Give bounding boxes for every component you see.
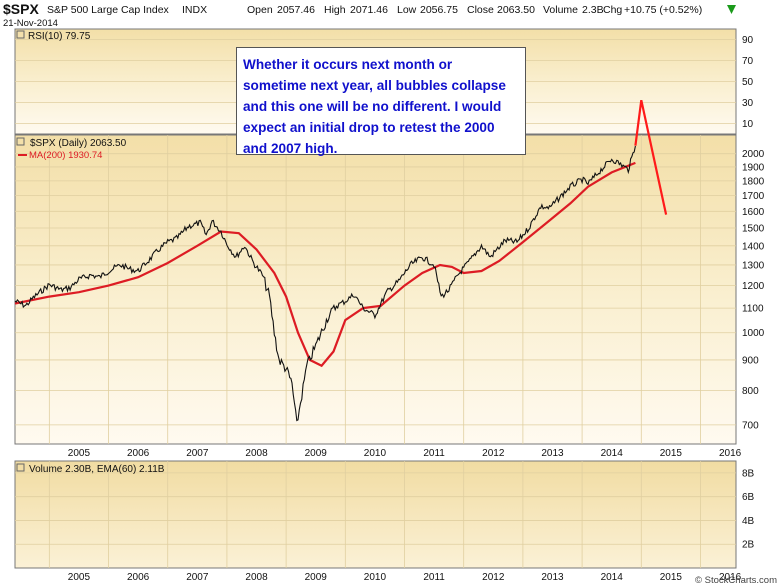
ma-legend: MA(200) 1930.74 xyxy=(29,150,102,161)
price-panel xyxy=(14,134,737,445)
low-label: Low xyxy=(397,4,417,16)
volume-tick-label: 4B xyxy=(742,516,755,527)
rsi-tick-label: 30 xyxy=(742,98,754,109)
rsi-tick-label: 10 xyxy=(742,119,754,130)
rsi-tick-label: 50 xyxy=(742,77,754,88)
chart-date: 21-Nov-2014 xyxy=(3,18,58,29)
price-tick-label: 900 xyxy=(742,355,759,366)
rsi-legend: RSI(10) 79.75 xyxy=(28,31,91,42)
price-tick-label: 700 xyxy=(742,420,759,431)
year-tick-label: 2013 xyxy=(541,572,564,583)
year-tick-label: 2005 xyxy=(68,572,91,583)
year-tick-label: 2009 xyxy=(305,448,328,459)
open-value: 2057.46 xyxy=(277,4,315,16)
price-tick-label: 1600 xyxy=(742,207,765,218)
price-tick-label: 2000 xyxy=(742,149,765,160)
annotation-box: Whether it occurs next month or sometime… xyxy=(236,47,526,156)
year-tick-label: 2008 xyxy=(245,448,268,459)
year-tick-label: 2008 xyxy=(245,572,268,583)
close-label: Close xyxy=(467,4,494,16)
watermark: © StockCharts.com xyxy=(695,575,777,586)
volume-value: 2.3B xyxy=(582,4,604,16)
price-tick-label: 1800 xyxy=(742,176,765,187)
price-grid xyxy=(15,135,736,444)
price-tick-label: 1100 xyxy=(742,304,764,315)
rsi-axis: 10 30 50 70 90 xyxy=(742,35,754,130)
rsi-swatch xyxy=(16,30,25,39)
price-x-axis: 2005 2006 2007 2008 2009 2010 2011 2012 2013 2014… xyxy=(68,448,742,459)
price-line xyxy=(14,145,636,422)
price-tick-label: 1400 xyxy=(742,241,765,252)
index-name: S&P 500 Large Cap Index xyxy=(47,4,170,16)
year-tick-label: 2015 xyxy=(660,572,683,583)
price-tick-label: 1500 xyxy=(742,223,765,234)
open-label: Open xyxy=(247,4,273,16)
high-value: 2071.46 xyxy=(350,4,388,16)
price-tick-label: 1700 xyxy=(742,191,765,202)
volume-panel xyxy=(14,460,737,569)
year-tick-label: 2014 xyxy=(601,448,624,459)
price-swatch xyxy=(16,137,25,146)
year-tick-label: 2011 xyxy=(423,448,445,459)
volume-tick-label: 6B xyxy=(742,492,755,503)
price-tick-label: 1900 xyxy=(742,162,765,173)
projection-line xyxy=(634,99,668,215)
year-tick-label: 2016 xyxy=(719,448,742,459)
rsi-tick-label: 70 xyxy=(742,56,754,67)
price-tick-label: 1200 xyxy=(742,281,765,292)
volume-swatch xyxy=(16,463,25,472)
year-tick-label: 2016 xyxy=(719,572,742,583)
volume-legend: Volume 2.30B, EMA(60) 2.11B xyxy=(29,464,165,475)
volume-axis: 2B 4B 6B 8B xyxy=(742,468,755,550)
volume-tick-label: 8B xyxy=(742,468,755,479)
close-value: 2063.50 xyxy=(497,4,535,16)
year-tick-label: 2012 xyxy=(482,572,505,583)
price-axis: 700 800 900 1000 1100 1200 1300 1400 1500 1600 170… xyxy=(742,149,765,431)
year-tick-label: 2007 xyxy=(186,572,209,583)
chg-value: +10.75 (+0.52%) xyxy=(624,4,702,16)
rsi-tick-label: 90 xyxy=(742,35,754,46)
volume-grid xyxy=(15,461,736,568)
price-tick-label: 800 xyxy=(742,386,759,397)
price-legend: $SPX (Daily) 2063.50 xyxy=(30,138,127,149)
volume-tick-label: 2B xyxy=(742,540,755,551)
chg-label: Chg xyxy=(603,4,622,16)
low-value: 2056.75 xyxy=(420,4,458,16)
high-label: High xyxy=(324,4,346,16)
year-tick-label: 2012 xyxy=(482,448,505,459)
year-tick-label: 2011 xyxy=(423,572,445,583)
year-tick-label: 2015 xyxy=(660,448,683,459)
exchange: INDX xyxy=(182,4,207,16)
year-tick-label: 2006 xyxy=(127,448,150,459)
year-tick-label: 2007 xyxy=(186,448,209,459)
year-tick-label: 2010 xyxy=(364,572,387,583)
year-tick-label: 2006 xyxy=(127,572,150,583)
year-tick-label: 2010 xyxy=(364,448,387,459)
ma200-line xyxy=(14,161,636,368)
year-tick-label: 2005 xyxy=(68,448,91,459)
year-tick-label: 2009 xyxy=(305,572,328,583)
year-tick-label: 2014 xyxy=(601,572,624,583)
volume-label: Volume xyxy=(543,4,578,16)
price-tick-label: 1300 xyxy=(742,260,765,271)
year-tick-label: 2013 xyxy=(541,448,564,459)
price-tick-label: 1000 xyxy=(742,328,765,339)
symbol: $SPX xyxy=(3,1,39,17)
up-arrow-icon xyxy=(727,5,736,14)
volume-x-axis: 2005 2006 2007 2008 2009 2010 2011 2012 2013 2014… xyxy=(68,572,742,583)
